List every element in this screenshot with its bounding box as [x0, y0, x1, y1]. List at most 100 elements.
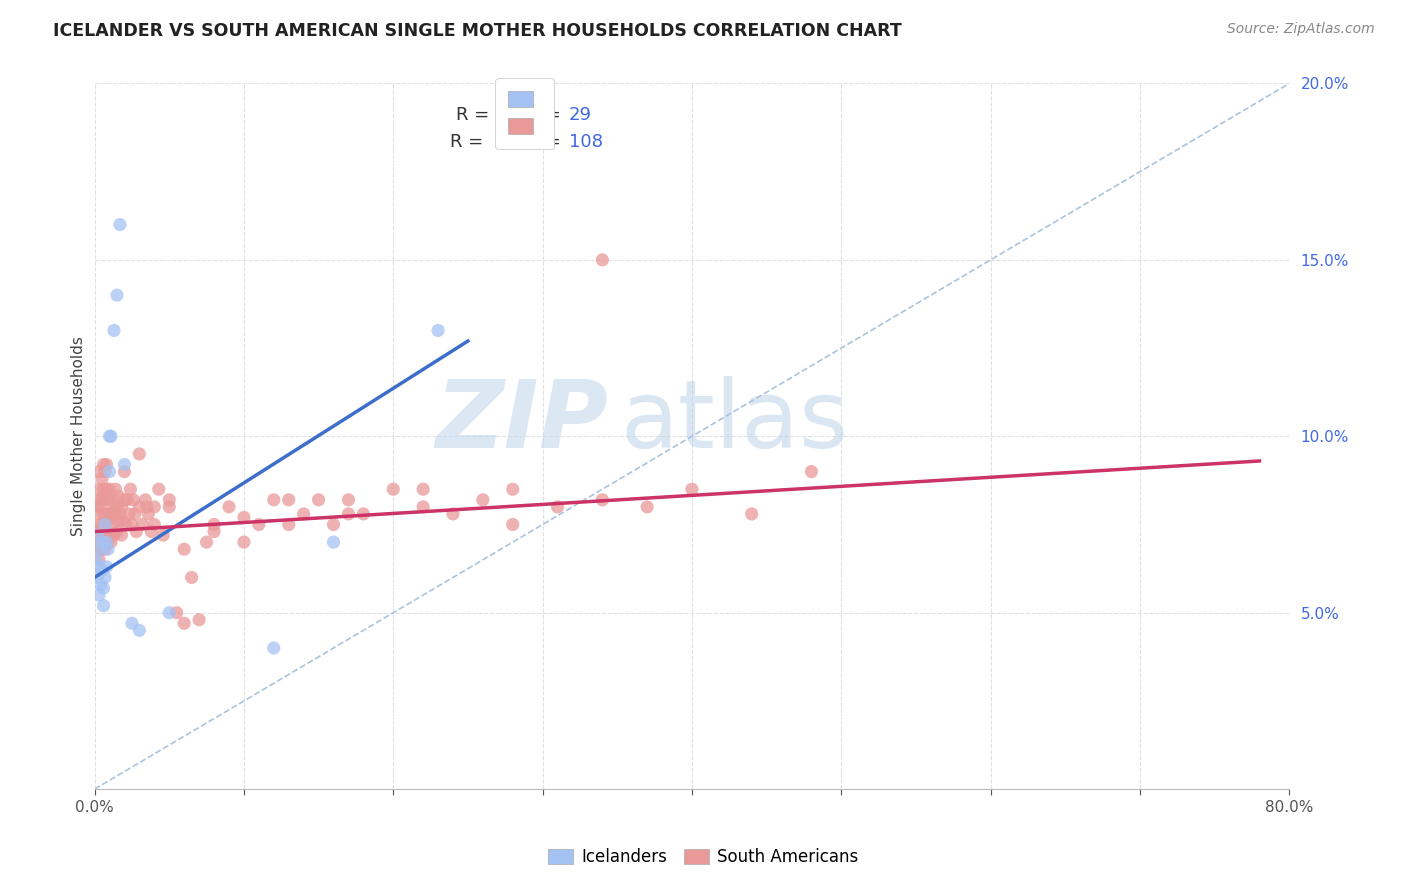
Point — [94, 570, 117, 584]
Point — [131, 517, 153, 532]
Point — [114, 492, 136, 507]
Point — [100, 507, 122, 521]
Point — [322, 517, 344, 532]
Point — [87, 465, 110, 479]
Text: ZIP: ZIP — [436, 376, 609, 468]
Text: 0.141: 0.141 — [498, 133, 548, 151]
Point — [157, 500, 180, 514]
Point — [157, 606, 180, 620]
Point — [86, 570, 108, 584]
Point — [114, 465, 136, 479]
Point — [87, 492, 110, 507]
Point — [105, 524, 128, 539]
Point — [107, 514, 129, 528]
Point — [84, 524, 107, 539]
Text: 0.340: 0.340 — [498, 106, 548, 124]
Text: N =: N = — [515, 133, 567, 151]
Point — [115, 517, 138, 532]
Point — [97, 492, 120, 507]
Point — [218, 500, 240, 514]
Point — [97, 542, 120, 557]
Point — [308, 492, 330, 507]
Point — [322, 535, 344, 549]
Point — [681, 482, 703, 496]
Point — [232, 535, 254, 549]
Point — [94, 542, 117, 557]
Point — [84, 553, 107, 567]
Point — [93, 458, 115, 472]
Point — [93, 528, 115, 542]
Point — [118, 507, 141, 521]
Point — [93, 482, 115, 496]
Point — [232, 510, 254, 524]
Point — [105, 500, 128, 514]
Point — [90, 535, 112, 549]
Point — [247, 517, 270, 532]
Point — [94, 517, 117, 532]
Point — [94, 492, 117, 507]
Point — [134, 492, 156, 507]
Point — [173, 616, 195, 631]
Text: R =: R = — [450, 133, 495, 151]
Point — [180, 570, 202, 584]
Point — [98, 482, 121, 496]
Point — [90, 517, 112, 532]
Point — [96, 535, 118, 549]
Point — [471, 492, 494, 507]
Point — [124, 507, 146, 521]
Point — [412, 482, 434, 496]
Point — [135, 500, 157, 514]
Point — [591, 252, 613, 267]
Point — [502, 482, 524, 496]
Text: Source: ZipAtlas.com: Source: ZipAtlas.com — [1227, 22, 1375, 37]
Text: atlas: atlas — [620, 376, 848, 468]
Point — [502, 517, 524, 532]
Point — [98, 465, 121, 479]
Text: 108: 108 — [569, 133, 603, 151]
Point — [96, 482, 118, 496]
Point — [143, 500, 166, 514]
Point — [103, 528, 125, 542]
Point — [94, 465, 117, 479]
Point — [87, 559, 110, 574]
Point — [86, 482, 108, 496]
Point — [96, 559, 118, 574]
Point — [263, 640, 285, 655]
Point — [173, 542, 195, 557]
Point — [148, 482, 170, 496]
Point — [337, 507, 360, 521]
Point — [382, 482, 405, 496]
Point — [547, 500, 569, 514]
Point — [152, 528, 174, 542]
Point — [125, 524, 148, 539]
Point — [352, 507, 374, 521]
Point — [91, 542, 114, 557]
Point — [128, 624, 150, 638]
Point — [636, 500, 658, 514]
Point — [110, 500, 132, 514]
Point — [93, 599, 115, 613]
Point — [800, 465, 823, 479]
Point — [104, 482, 127, 496]
Point — [90, 542, 112, 557]
Point — [277, 517, 299, 532]
Point — [141, 524, 163, 539]
Point — [100, 535, 122, 549]
Point — [94, 517, 117, 532]
Point — [105, 288, 128, 302]
Point — [741, 507, 763, 521]
Point — [166, 606, 188, 620]
Point — [87, 528, 110, 542]
Point — [86, 528, 108, 542]
Point — [441, 507, 464, 521]
Point — [103, 323, 125, 337]
Point — [202, 524, 225, 539]
Point — [84, 507, 107, 521]
Text: N =: N = — [515, 106, 567, 124]
Point — [427, 323, 450, 337]
Point — [157, 492, 180, 507]
Point — [93, 581, 115, 595]
Point — [202, 517, 225, 532]
Point — [91, 517, 114, 532]
Point — [412, 500, 434, 514]
